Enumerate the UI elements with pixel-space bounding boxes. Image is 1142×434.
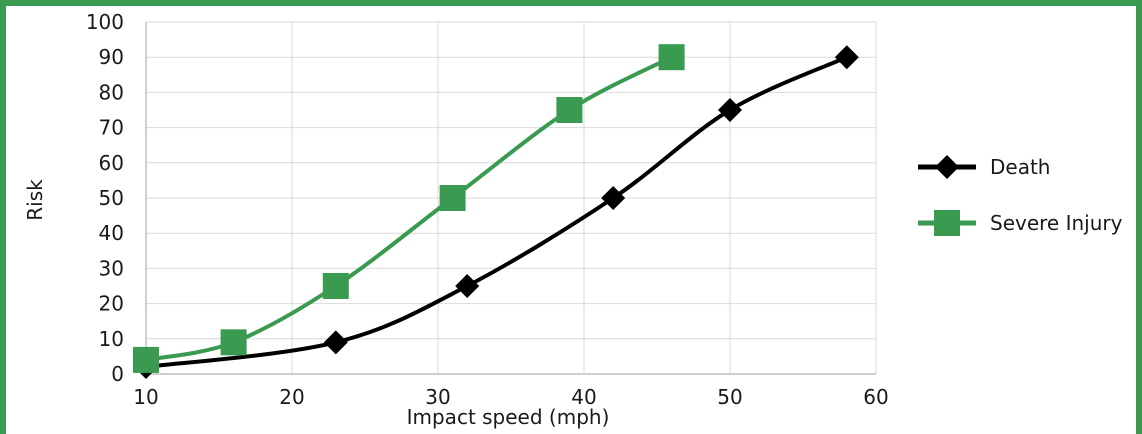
severe-injury-marker xyxy=(658,44,685,71)
severe-injury-marker xyxy=(556,97,583,123)
severe-injury-marker xyxy=(322,273,349,299)
gridlines xyxy=(146,21,877,374)
x-tick-labels: 10 20 30 40 50 60 xyxy=(133,385,888,409)
y-tick-label: 100 xyxy=(86,10,124,34)
axes xyxy=(145,22,876,375)
death-legend-marker xyxy=(935,155,959,179)
death-marker xyxy=(323,330,348,355)
y-tick-label: 60 xyxy=(99,151,124,175)
x-tick-label: 40 xyxy=(571,385,596,409)
death-marker xyxy=(455,274,480,298)
y-tick-label: 90 xyxy=(99,45,124,69)
y-tick-label: 40 xyxy=(99,221,124,245)
severe-injury-legend-label: Severe Injury xyxy=(990,211,1123,235)
y-tick-label: 20 xyxy=(99,292,124,316)
y-tick-label: 0 xyxy=(111,362,124,386)
y-tick-label: 10 xyxy=(99,327,124,351)
severe-injury-marker xyxy=(220,329,247,356)
x-tick-label: 50 xyxy=(717,385,742,409)
y-tick-label: 50 xyxy=(99,186,124,210)
death-marker xyxy=(834,45,859,70)
severe-injury-marker xyxy=(439,185,466,211)
death-legend-label: Death xyxy=(990,155,1050,179)
severe-injury-marker xyxy=(133,346,159,373)
series-lines xyxy=(144,55,849,369)
x-tick-label: 60 xyxy=(863,385,888,409)
y-tick-label: 30 xyxy=(99,256,124,280)
series-markers xyxy=(133,44,859,379)
legend: Death Severe Injury xyxy=(918,155,1123,236)
y-tick-label: 70 xyxy=(99,116,124,140)
x-tick-label: 10 xyxy=(133,385,158,409)
death-marker xyxy=(601,186,626,210)
y-tick-labels: 0 10 20 30 40 50 60 70 80 90 100 xyxy=(86,10,124,386)
x-tick-label: 20 xyxy=(279,385,304,409)
x-tick-label: 30 xyxy=(425,385,450,409)
death-marker xyxy=(718,98,742,122)
y-axis-title: Risk xyxy=(23,179,47,221)
y-tick-label: 80 xyxy=(99,80,124,104)
x-axis-title: Impact speed (mph) xyxy=(407,405,610,429)
death-line xyxy=(144,55,849,369)
severe-injury-legend-marker xyxy=(934,210,960,236)
